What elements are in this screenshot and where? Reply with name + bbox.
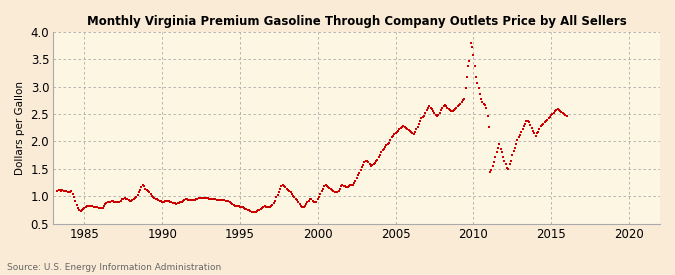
Y-axis label: Dollars per Gallon: Dollars per Gallon [15,81,25,175]
Text: Source: U.S. Energy Information Administration: Source: U.S. Energy Information Administ… [7,263,221,272]
Title: Monthly Virginia Premium Gasoline Through Company Outlets Price by All Sellers: Monthly Virginia Premium Gasoline Throug… [87,15,626,28]
